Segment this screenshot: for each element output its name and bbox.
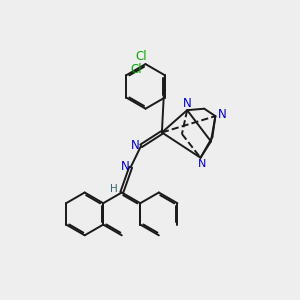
Text: N: N xyxy=(198,159,206,169)
Text: N: N xyxy=(218,108,226,121)
Text: N: N xyxy=(121,160,130,173)
Text: Cl: Cl xyxy=(135,50,147,63)
Text: H: H xyxy=(110,184,117,194)
Text: N: N xyxy=(131,139,140,152)
Text: Cl: Cl xyxy=(131,63,142,76)
Text: N: N xyxy=(183,97,191,110)
